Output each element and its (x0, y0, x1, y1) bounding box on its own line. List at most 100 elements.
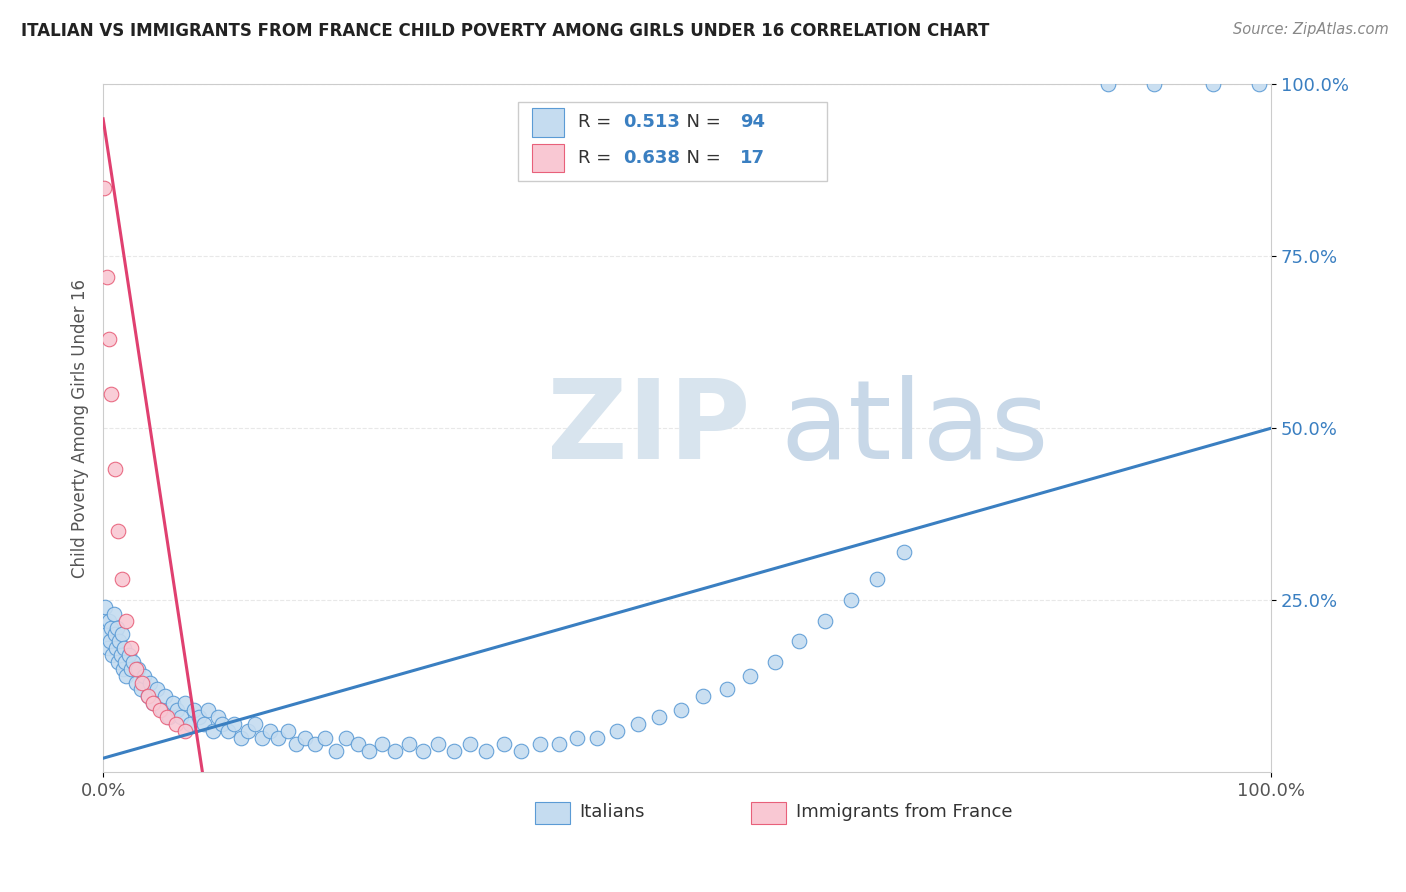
FancyBboxPatch shape (517, 102, 827, 181)
Point (98, 332, 121, 346)
Point (132, 669, 155, 683)
Point (108, 634, 131, 648)
Point (122, 655, 145, 669)
Point (398, 738, 420, 752)
Point (139, 675, 162, 690)
Point (165, 716, 187, 731)
Text: 94: 94 (740, 113, 765, 131)
Point (458, 738, 481, 752)
Point (125, 662, 148, 676)
Point (547, 738, 569, 752)
Point (335, 731, 357, 745)
Point (692, 690, 714, 704)
Point (162, 696, 184, 710)
Text: Italians: Italians (579, 803, 645, 821)
Point (1202, 78, 1225, 92)
Point (787, 634, 810, 648)
Point (1097, 78, 1119, 92)
Text: N =: N = (675, 149, 727, 167)
Point (103, 607, 125, 621)
Point (259, 723, 281, 738)
Text: R =: R = (578, 113, 617, 131)
Point (120, 662, 142, 676)
Point (173, 696, 195, 710)
Point (115, 669, 138, 683)
Point (510, 744, 533, 758)
Point (104, 462, 127, 476)
Point (170, 710, 193, 724)
Point (107, 655, 129, 669)
Point (671, 703, 693, 717)
Point (814, 614, 837, 628)
Point (1249, 78, 1271, 92)
FancyBboxPatch shape (531, 108, 564, 136)
Point (893, 545, 915, 559)
Point (648, 710, 671, 724)
Point (284, 738, 307, 752)
Point (93, 614, 115, 628)
Point (427, 738, 450, 752)
Point (229, 731, 252, 745)
Text: Immigrants from France: Immigrants from France (796, 803, 1012, 821)
Point (127, 662, 149, 676)
Text: 0.513: 0.513 (623, 113, 679, 131)
Point (129, 682, 152, 697)
Point (94, 599, 117, 614)
Point (201, 723, 224, 738)
Point (267, 731, 290, 745)
Point (627, 716, 650, 731)
Point (136, 690, 159, 704)
Point (173, 723, 195, 738)
Point (586, 731, 609, 745)
Point (111, 573, 134, 587)
Point (606, 723, 628, 738)
Y-axis label: Child Poverty Among Girls Under 16: Child Poverty Among Girls Under 16 (72, 278, 89, 578)
Text: N =: N = (675, 113, 727, 131)
Point (716, 682, 738, 697)
Point (104, 641, 127, 656)
Point (98, 634, 121, 648)
Text: Source: ZipAtlas.com: Source: ZipAtlas.com (1233, 22, 1389, 37)
Point (211, 716, 233, 731)
Point (243, 716, 266, 731)
Point (118, 648, 141, 662)
Point (294, 731, 316, 745)
Point (136, 690, 159, 704)
Point (98, 614, 121, 628)
Point (150, 703, 173, 717)
Point (193, 716, 215, 731)
Text: ITALIAN VS IMMIGRANTS FROM FRANCE CHILD POVERTY AMONG GIRLS UNDER 16 CORRELATION: ITALIAN VS IMMIGRANTS FROM FRANCE CHILD … (21, 22, 990, 40)
Text: 17: 17 (740, 149, 765, 167)
Point (166, 703, 188, 717)
Point (492, 738, 515, 752)
Point (866, 573, 889, 587)
Point (763, 655, 786, 669)
Point (114, 655, 136, 669)
Point (110, 648, 132, 662)
Point (105, 621, 128, 635)
Point (125, 675, 148, 690)
Point (371, 738, 394, 752)
FancyBboxPatch shape (531, 144, 564, 172)
Point (156, 710, 179, 724)
Point (111, 627, 134, 641)
Point (131, 675, 153, 690)
Point (346, 738, 368, 752)
Point (740, 669, 762, 683)
Point (1143, 78, 1166, 92)
Point (236, 723, 259, 738)
Point (475, 744, 498, 758)
Point (142, 696, 165, 710)
Point (217, 723, 239, 738)
Point (101, 648, 124, 662)
Text: atlas: atlas (780, 375, 1049, 482)
Point (529, 738, 551, 752)
Point (96, 627, 118, 641)
Point (149, 703, 172, 717)
Point (222, 716, 245, 731)
Point (100, 621, 122, 635)
Point (120, 641, 142, 656)
Point (183, 703, 205, 717)
Text: ZIP: ZIP (547, 375, 751, 482)
Point (187, 710, 209, 724)
